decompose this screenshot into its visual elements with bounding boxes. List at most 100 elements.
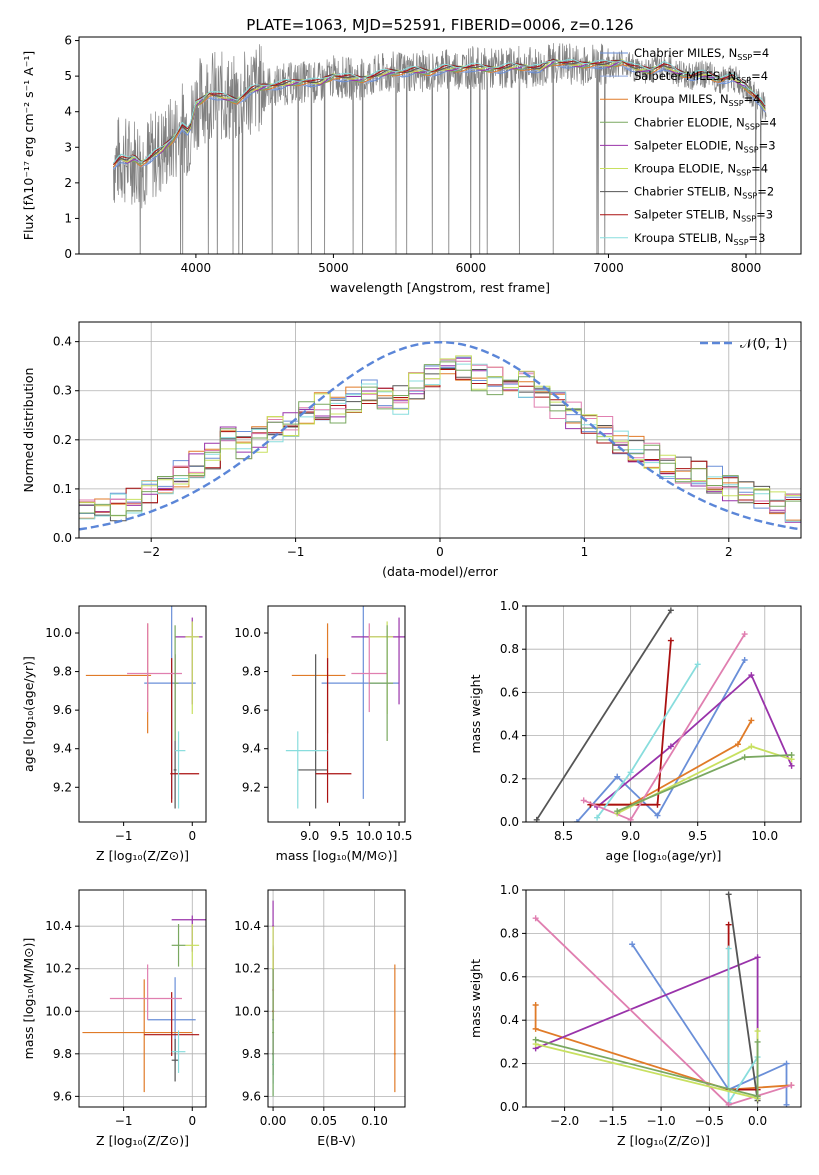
x-tick-label: −0.5 (695, 1114, 724, 1128)
legend-suffix: =4 (751, 162, 768, 176)
series-line (535, 609, 672, 821)
series-marker (532, 1036, 539, 1043)
x-axis-label: Z [log₁₀(Z/Z⊙)] (96, 1133, 189, 1148)
series-marker (667, 743, 674, 750)
y-tick-label: 0.4 (500, 1013, 519, 1027)
legend-text: Chabrier STELIB, N (634, 185, 742, 199)
series-marker (654, 801, 661, 808)
series-marker (667, 607, 674, 614)
legend-sub: SSP (736, 76, 751, 85)
series-marker (725, 891, 732, 898)
y-axis-label: mass [log₁₀(M/M⊙)] (21, 938, 36, 1060)
series-line (535, 955, 759, 1099)
x-tick-label: 0.05 (310, 1114, 337, 1128)
legend-sub: SSP (734, 238, 749, 247)
series-marker (532, 1025, 539, 1032)
x-tick-label: 0.0 (748, 1114, 767, 1128)
series-marker (788, 752, 795, 759)
legend-entry: Chabrier ELODIE, NSSP=4 (634, 115, 777, 131)
x-tick-label: 10.5 (386, 829, 413, 843)
x-tick-label: −1 (287, 545, 305, 559)
main-title: PLATE=1063, MJD=52591, FIBERID=0006, z=0… (246, 16, 633, 34)
y-tick-label: 5 (64, 69, 72, 83)
legend-suffix: =2 (757, 185, 774, 199)
model-spectrum (113, 59, 766, 166)
x-axis-label: mass [log₁₀(M/M⊙)] (276, 848, 398, 863)
y-tick-label: 6 (64, 34, 72, 48)
age-vs-metallicity-panel: −1 0 9.2 9.4 9.6 9.8 10.0 Z [log₁₀(Z/Z⊙)] age [l… (21, 605, 207, 863)
errorbars (272, 900, 396, 1097)
y-tick-label: 1 (64, 211, 72, 225)
x-tick-label: 9.0 (300, 829, 319, 843)
x-tick-label: 9.5 (330, 829, 349, 843)
legend-text: Kroupa MILES, N (634, 92, 729, 106)
series-marker (627, 769, 634, 776)
legend-entry: Chabrier MILES, NSSP=4 (634, 46, 769, 62)
y-tick-label: 9.6 (242, 703, 261, 717)
legend-entry: Kroupa ELODIE, NSSP=4 (634, 162, 768, 178)
residual-histogram-panel: −2 −1 0 1 2 0.0 0.1 0.2 0.3 0.4 (data-model)/error… (21, 321, 802, 579)
x-tick-label: 9.0 (621, 829, 640, 843)
x-axis-label: wavelength [Angstrom, rest frame] (330, 280, 550, 295)
legend-sub: SSP (744, 145, 759, 154)
x-tick-label: −1 (115, 829, 133, 843)
legend-suffix: =3 (759, 138, 776, 152)
axes-frame (78, 605, 207, 823)
x-tick-label: 7000 (593, 261, 624, 275)
series-marker (614, 773, 621, 780)
y-tick-label: 0.4 (53, 335, 72, 349)
legend-suffix: =4 (744, 92, 761, 106)
legend-entry: Salpeter MILES, NSSP=4 (634, 69, 768, 85)
x-tick-label: −1 (115, 1114, 133, 1128)
series-marker (725, 921, 732, 928)
series-marker (754, 1093, 761, 1100)
x-tick-label: 10.0 (751, 829, 778, 843)
axes-frame (78, 36, 802, 255)
axes-frame (525, 605, 802, 823)
y-axis-label: mass weight (468, 674, 483, 753)
errorbars (82, 915, 206, 1093)
legend-entry: Kroupa STELIB, NSSP=3 (634, 231, 765, 247)
legend-suffix: =4 (760, 115, 777, 129)
y-tick-label: 0.0 (53, 531, 72, 545)
legend-suffix: =4 (752, 46, 769, 60)
y-tick-label: 9.8 (242, 665, 261, 679)
legend-suffix: =3 (756, 208, 773, 222)
x-tick-label: −1.0 (647, 1114, 676, 1128)
y-tick-label: 1.0 (500, 599, 519, 613)
x-tick-label: 5000 (318, 261, 349, 275)
y-axis-label: age [log₁₀(age/yr)] (21, 656, 36, 772)
series-line (535, 1038, 759, 1098)
y-tick-label: 0.6 (500, 970, 519, 984)
legend-sub: SSP (741, 215, 756, 224)
mass-vs-ebv-panel: 0.00 0.05 0.10 9.6 9.8 10.0 10.2 10.4 E(B-V) (234, 889, 406, 1148)
y-tick-label: 0.8 (500, 926, 519, 940)
y-tick-label: 9.6 (53, 1089, 72, 1103)
legend-sub: SSP (729, 99, 744, 108)
series-marker (741, 754, 748, 761)
x-tick-label: 0.00 (260, 1114, 287, 1128)
axes-frame (267, 605, 406, 823)
legend-entry: Kroupa MILES, NSSP=4 (634, 92, 760, 108)
x-axis-label: age [log₁₀(age/yr)] (606, 848, 722, 863)
x-tick-label: 10.0 (356, 829, 383, 843)
y-tick-label: 0.4 (500, 729, 519, 743)
y-tick-label: 10.0 (234, 626, 261, 640)
y-tick-label: 0.3 (53, 384, 72, 398)
y-tick-label: 9.8 (53, 1047, 72, 1061)
y-tick-label: 9.2 (53, 780, 72, 794)
legend-suffix: =3 (749, 231, 766, 245)
x-axis-label: Z [log₁₀(Z/Z⊙)] (96, 848, 189, 863)
legend-text: Salpeter MILES, N (634, 69, 736, 83)
y-tick-label: 0 (64, 247, 72, 261)
x-tick-label: 0.10 (361, 1114, 388, 1128)
series-marker (734, 741, 741, 748)
y-tick-label: 9.8 (242, 1047, 261, 1061)
y-tick-label: 10.0 (45, 1004, 72, 1018)
x-tick-label: 0 (188, 829, 196, 843)
series-lines (532, 891, 795, 1107)
series-marker (754, 1028, 761, 1035)
legend-sub: SSP (742, 192, 757, 201)
y-tick-label: 0.0 (500, 1100, 519, 1114)
